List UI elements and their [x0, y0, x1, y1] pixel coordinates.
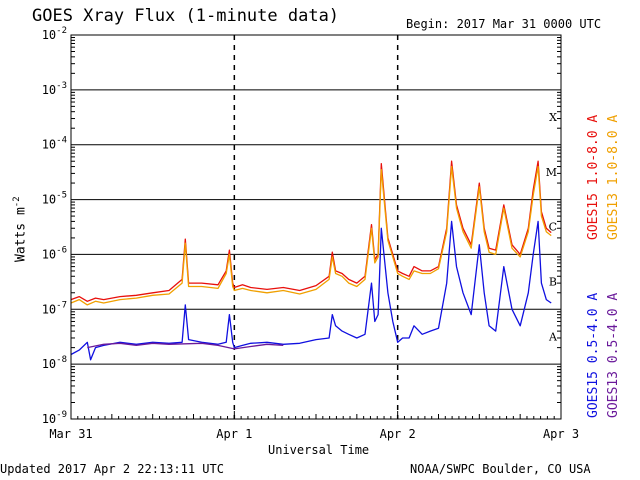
x-tick-label: Apr 2 — [380, 427, 416, 441]
y-tick-label: 10-6 — [42, 245, 67, 261]
y-tick-base: 10 — [42, 193, 56, 207]
flare-class-label: B — [549, 276, 557, 289]
y-tick-base: 10 — [42, 247, 56, 261]
y-axis-label: Watts m-2 — [12, 196, 28, 262]
y-axis-label-superscript: -2 — [12, 196, 22, 208]
legend-goes15-short: GOES15 0.5-4.0 A — [586, 292, 601, 418]
flare-class-label: X — [549, 111, 557, 124]
credit-text: NOAA/SWPC Boulder, CO USA — [410, 462, 591, 476]
x-tick-label: Mar 31 — [49, 427, 92, 441]
y-tick-base: 10 — [42, 412, 56, 426]
grid-lines — [71, 35, 561, 419]
y-tick-base: 10 — [42, 302, 56, 316]
flare-class-label: A — [548, 330, 558, 343]
updated-timestamp: Updated 2017 Apr 2 22:13:11 UTC — [0, 462, 224, 476]
y-tick-exp: -5 — [56, 191, 67, 201]
x-axis-label: Universal Time — [268, 443, 370, 457]
y-tick-label: 10-9 — [42, 410, 67, 426]
y-tick-exp: -2 — [56, 26, 67, 36]
flare-class-labels: X M C B A — [546, 111, 558, 343]
y-axis-ticks: 10-910-810-710-610-510-410-310-2 — [42, 26, 561, 426]
y-tick-base: 10 — [42, 28, 56, 42]
plot-frame — [70, 34, 562, 420]
flare-class-label: C — [549, 221, 557, 234]
flare-class-label: M — [546, 166, 557, 179]
y-tick-exp: -8 — [56, 355, 67, 365]
y-tick-label: 10-7 — [42, 300, 67, 316]
y-tick-label: 10-4 — [42, 136, 67, 152]
y-tick-base: 10 — [42, 83, 56, 97]
series-lines — [70, 160, 552, 361]
y-tick-base: 10 — [42, 138, 56, 152]
y-tick-label: 10-2 — [42, 26, 67, 42]
y-tick-exp: -7 — [56, 300, 67, 310]
series-line-0 — [70, 160, 552, 302]
y-axis-label-text: Watts m — [13, 207, 29, 262]
series-line-1 — [70, 165, 552, 306]
legend-goes13-short: GOES13 0.5-4.0 A — [606, 292, 621, 418]
x-tick-label: Apr 1 — [216, 427, 252, 441]
x-tick-label: Apr 3 — [543, 427, 579, 441]
series-line-2 — [70, 220, 552, 361]
legend-goes15-long: GOES15 1.0-8.0 A — [586, 114, 601, 240]
chart-title: GOES Xray Flux (1-minute data) — [32, 6, 340, 26]
y-tick-exp: -9 — [56, 410, 67, 420]
series-line-3 — [87, 342, 284, 350]
y-tick-exp: -6 — [56, 245, 67, 255]
y-tick-label: 10-8 — [42, 355, 67, 371]
y-tick-label: 10-5 — [42, 191, 67, 207]
x-axis-ticks: Mar 31 Apr 1 Apr 2 Apr 3 — [49, 411, 579, 441]
y-tick-exp: -4 — [56, 136, 67, 146]
y-tick-base: 10 — [42, 357, 56, 371]
y-tick-exp: -3 — [56, 81, 67, 91]
legend-goes13-long: GOES13 1.0-8.0 A — [606, 114, 621, 240]
y-tick-label: 10-3 — [42, 81, 67, 97]
begin-date: Begin: 2017 Mar 31 0000 UTC — [406, 17, 602, 31]
